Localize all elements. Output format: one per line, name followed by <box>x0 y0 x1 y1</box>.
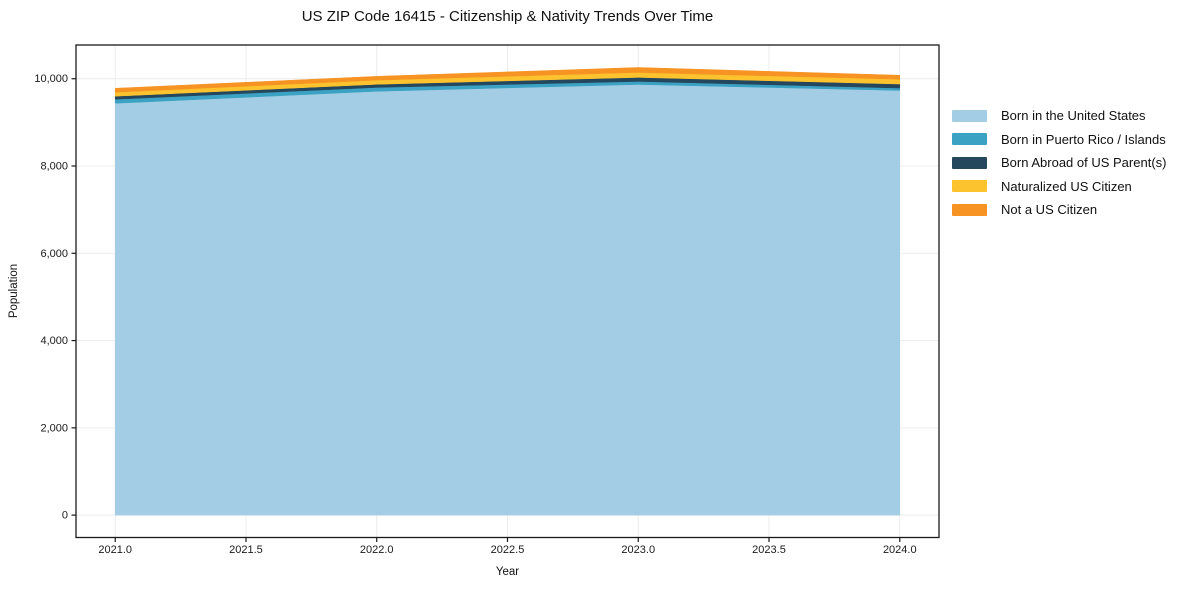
legend-item-2: Born Abroad of US Parent(s) <box>952 151 1166 175</box>
area-series-4 <box>114 67 901 93</box>
x-axis-label: Year <box>495 566 520 578</box>
x-tick-label: 2022.5 <box>491 544 525 556</box>
legend-swatch <box>952 133 987 146</box>
legend-label: Born in Puerto Rico / Islands <box>1001 131 1166 147</box>
area-series-0 <box>114 84 901 516</box>
y-tick-label: 8,000 <box>40 161 68 173</box>
legend-label: Naturalized US Citizen <box>1001 178 1132 194</box>
chart-title: US ZIP Code 16415 - Citizenship & Nativi… <box>301 8 714 25</box>
legend-item-0: Born in the United States <box>952 104 1166 128</box>
x-tick-label: 2021.5 <box>229 544 263 556</box>
x-tick-label: 2022.0 <box>360 544 394 556</box>
legend-swatch <box>952 156 987 169</box>
legend-swatch <box>952 203 987 216</box>
legend-item-3: Naturalized US Citizen <box>952 175 1166 199</box>
x-tick-label: 2023.0 <box>621 544 655 556</box>
legend-swatch <box>952 180 987 193</box>
x-tick-label: 2023.5 <box>752 544 786 556</box>
x-tick-label: 2024.0 <box>883 544 917 556</box>
legend-label: Not a US Citizen <box>1001 202 1098 218</box>
legend-label: Born in the United States <box>1001 108 1146 124</box>
x-tick-label: 2021.0 <box>98 544 132 556</box>
y-axis-label: Population <box>8 263 20 319</box>
legend-item-4: Not a US Citizen <box>952 198 1166 222</box>
y-tick-label: 4,000 <box>40 335 68 347</box>
y-tick-label: 0 <box>62 510 68 522</box>
legend: Born in the United States Born in Puerto … <box>952 104 1166 222</box>
legend-label: Born Abroad of US Parent(s) <box>1001 155 1167 171</box>
y-tick-label: 2,000 <box>40 422 68 434</box>
y-tick-label: 10,000 <box>34 73 68 85</box>
legend-item-1: Born in Puerto Rico / Islands <box>952 128 1166 152</box>
y-tick-label: 6,000 <box>40 248 68 260</box>
legend-swatch <box>952 109 987 122</box>
